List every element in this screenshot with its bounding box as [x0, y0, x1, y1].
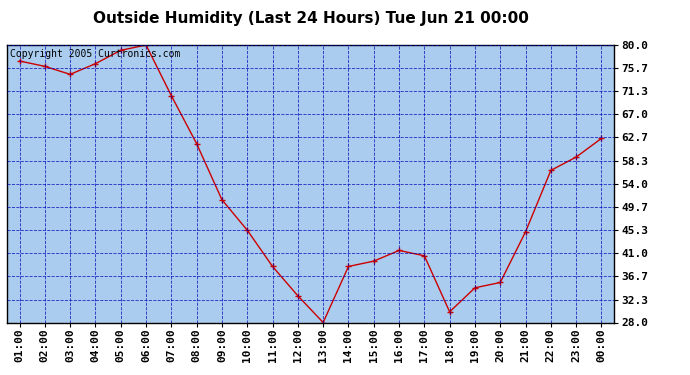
Text: Outside Humidity (Last 24 Hours) Tue Jun 21 00:00: Outside Humidity (Last 24 Hours) Tue Jun… [92, 11, 529, 26]
Text: Copyright 2005 Curtronics.com: Copyright 2005 Curtronics.com [10, 49, 180, 59]
